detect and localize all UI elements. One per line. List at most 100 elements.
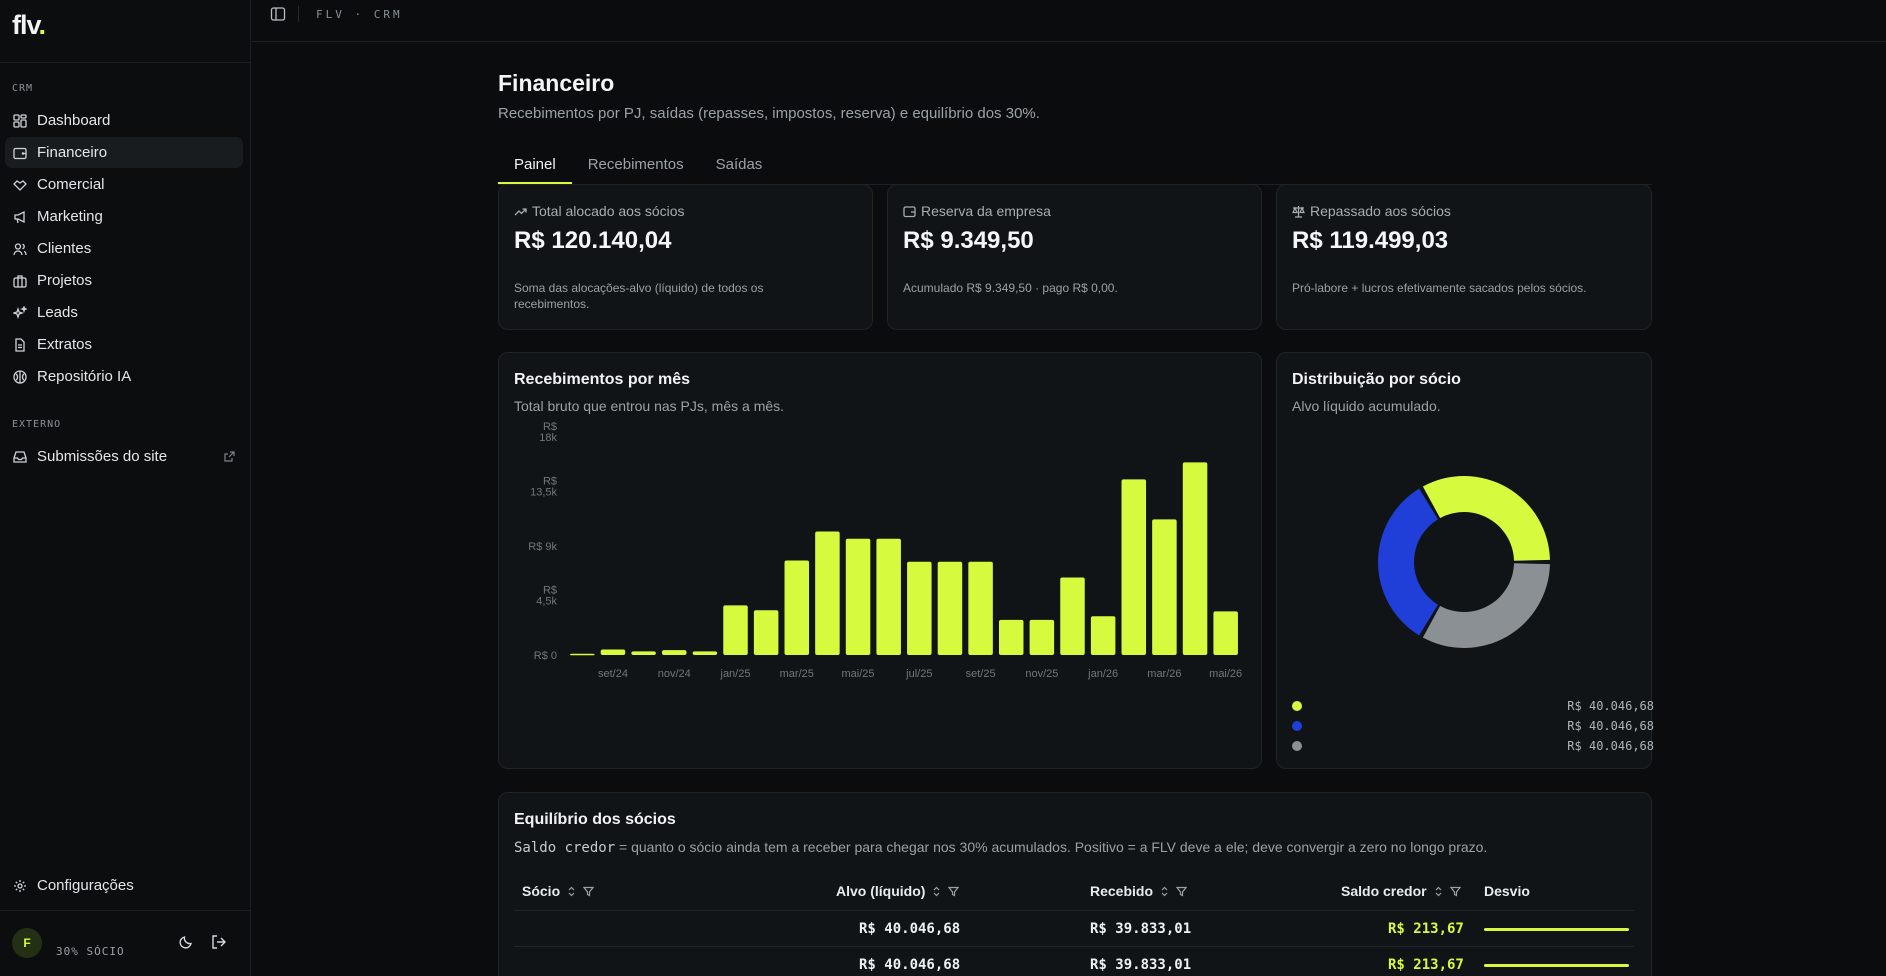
column-header-label: Saldo credor — [1341, 883, 1427, 899]
card-title: Equilíbrio dos sócios — [514, 811, 676, 828]
column-header-socio[interactable]: Sócio — [522, 883, 595, 899]
bar-ago/24[interactable] — [570, 653, 595, 656]
donut-slice-2[interactable] — [1378, 488, 1438, 636]
column-header-alvo[interactable]: Alvo (líquido) — [836, 883, 960, 899]
table-header: Sócio Alvo (líquido) Recebido Saldo cred… — [514, 875, 1634, 911]
bar-nov/25[interactable] — [1029, 619, 1055, 655]
topbar: FLV · CRM — [252, 0, 1886, 42]
donut-chart — [1378, 476, 1550, 648]
sidebar-item-repositorio-ia[interactable]: Repositório IA — [5, 361, 243, 392]
bar-chart: R$ 0 R$ 4,5k R$ 9k R$ 13,5k R$ 18k set/24 nov/24 j… — [528, 421, 1242, 680]
bar-nov/24[interactable] — [661, 650, 687, 655]
bar-dez/25[interactable] — [1060, 577, 1085, 655]
bar-out/25[interactable] — [998, 619, 1024, 655]
x-tick-label: jan/26 — [1087, 668, 1118, 680]
tab-saidas[interactable]: Saídas — [715, 156, 763, 173]
bar-mar/26[interactable] — [1152, 519, 1177, 655]
bar-out/24[interactable] — [631, 651, 656, 655]
stat-label: Reserva da empresa — [903, 203, 1051, 219]
tab-painel[interactable]: Painel — [498, 150, 572, 184]
theme-toggle-moon-icon[interactable] — [178, 934, 196, 952]
donut-slice-0[interactable] — [1422, 476, 1550, 561]
donut-slice-1[interactable] — [1422, 563, 1550, 648]
legend-value: R$ 40.046,68 — [1567, 699, 1654, 713]
legend-value: R$ 40.046,68 — [1567, 739, 1654, 753]
bar-jan/25[interactable] — [723, 605, 748, 655]
page-subtitle: Recebimentos por PJ, saídas (repasses, i… — [498, 105, 1040, 122]
sidebar-item-label: Leads — [37, 304, 78, 321]
x-tick-label: mar/25 — [780, 668, 814, 680]
bar-mai/26[interactable] — [1213, 611, 1238, 655]
sidebar-item-label: Repositório IA — [37, 368, 132, 385]
column-header-saldo-credor[interactable]: Saldo credor — [1341, 883, 1461, 899]
briefcase-icon — [13, 274, 27, 288]
bar-jan/26[interactable] — [1090, 616, 1116, 655]
sidebar-item-financeiro[interactable]: Financeiro — [5, 137, 243, 168]
logout-icon[interactable] — [211, 934, 229, 952]
legend-swatch — [1292, 721, 1302, 731]
bar-mai/25[interactable] — [845, 538, 871, 655]
sidebar-item-label: Financeiro — [37, 144, 108, 161]
x-tick-label: nov/25 — [1025, 668, 1058, 680]
column-header-desvio[interactable]: Desvio — [1484, 883, 1530, 899]
sidebar-item-submissoes[interactable]: Submissões do site — [5, 441, 243, 472]
table-row[interactable]: R$ 40.046,68 R$ 39.833,01 R$ 213,67 — [514, 947, 1634, 976]
sidebar-item-clientes[interactable]: Clientes — [5, 233, 243, 264]
stat-card-total-alocado: Total alocado aos sócios R$ 120.140,04 S… — [498, 184, 873, 330]
bar-jun/25[interactable] — [876, 538, 901, 655]
gear-icon — [13, 879, 27, 893]
x-tick-label: nov/24 — [658, 668, 691, 680]
grid-icon — [13, 113, 27, 128]
filter-icon[interactable] — [1449, 886, 1461, 897]
bar-fev/26[interactable] — [1121, 479, 1147, 655]
stat-label-text: Total alocado aos sócios — [532, 203, 685, 219]
sidebar-item-label: Clientes — [37, 240, 92, 257]
card-subtitle: Total bruto que entrou nas PJs, mês a mê… — [514, 398, 785, 414]
column-header-recebido[interactable]: Recebido — [1090, 883, 1188, 899]
x-tick-label: jan/25 — [720, 668, 751, 680]
y-tick-label: R$ 13,5k — [530, 476, 557, 499]
sort-icon[interactable] — [931, 886, 942, 897]
stat-card-repassado: Repassado aos sócios R$ 119.499,03 Pró-l… — [1276, 184, 1652, 330]
external-link-icon — [224, 451, 235, 462]
bar-set/24[interactable] — [600, 649, 626, 655]
bar-abr/25[interactable] — [815, 531, 840, 655]
bar-mar/25[interactable] — [784, 560, 810, 655]
card-description: Saldo credor = quanto o sócio ainda tem … — [514, 839, 1487, 856]
filter-icon[interactable] — [1176, 886, 1188, 897]
sidebar-item-extratos[interactable]: Extratos — [5, 329, 243, 360]
sidebar-item-dashboard[interactable]: Dashboard — [5, 105, 243, 136]
bar-fev/25[interactable] — [753, 610, 779, 655]
avatar[interactable]: F — [12, 928, 42, 958]
legend-item: R$ 40.046,68 — [1292, 697, 1654, 715]
sidebar-item-marketing[interactable]: Marketing — [5, 201, 243, 232]
sort-icon[interactable] — [566, 886, 577, 897]
bar-jul/25[interactable] — [907, 561, 932, 655]
stat-note: Pró-labore + lucros efetivamente sacados… — [1292, 281, 1587, 295]
bar-ago/25[interactable] — [937, 561, 963, 655]
bar-abr/26[interactable] — [1182, 462, 1208, 655]
bar-dez/24[interactable] — [692, 651, 718, 655]
tab-recebimentos[interactable]: Recebimentos — [587, 156, 684, 173]
inbox-icon — [13, 450, 27, 464]
sidebar-item-comercial[interactable]: Comercial — [5, 169, 243, 200]
sidebar-item-projetos[interactable]: Projetos — [5, 265, 243, 296]
bar-set/25[interactable] — [968, 561, 993, 655]
filter-icon[interactable] — [583, 886, 595, 897]
table-row[interactable]: R$ 40.046,68 R$ 39.833,01 R$ 213,67 — [514, 911, 1634, 947]
x-tick-label: mar/26 — [1147, 668, 1181, 680]
column-header-label: Sócio — [522, 883, 561, 899]
megaphone-icon — [13, 210, 27, 224]
x-tick-label: mai/25 — [842, 668, 875, 680]
sidebar-item-leads[interactable]: Leads — [5, 297, 243, 328]
scale-icon — [1292, 205, 1305, 218]
sidebar-item-configuracoes[interactable]: Configurações — [5, 870, 243, 901]
sort-icon[interactable] — [1159, 886, 1170, 897]
stat-label: Total alocado aos sócios — [514, 203, 685, 219]
logo[interactable]: flv. — [12, 10, 46, 41]
sort-icon[interactable] — [1433, 886, 1444, 897]
sidebar-toggle-icon[interactable] — [270, 6, 286, 22]
description-text: = quanto o sócio ainda tem a receber par… — [615, 839, 1488, 855]
filter-icon[interactable] — [948, 886, 960, 897]
stat-label-text: Reserva da empresa — [921, 203, 1051, 219]
